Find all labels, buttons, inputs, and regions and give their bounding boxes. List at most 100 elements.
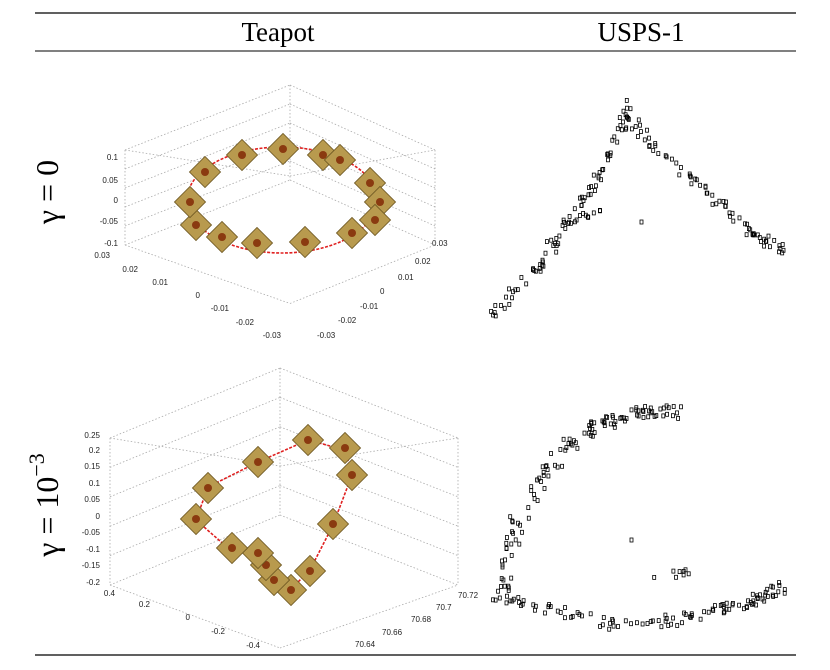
grid-line bbox=[124, 160, 291, 227]
sample-point bbox=[516, 595, 521, 600]
sample-point bbox=[504, 600, 509, 606]
sample-point bbox=[762, 598, 767, 604]
sample-point bbox=[666, 623, 671, 628]
sample-point bbox=[589, 184, 593, 190]
sample-point bbox=[509, 575, 514, 581]
wireframe bbox=[109, 584, 281, 649]
sample-point bbox=[588, 191, 593, 197]
sample-point bbox=[640, 621, 645, 627]
sample-point bbox=[639, 219, 644, 225]
sample-point bbox=[605, 152, 610, 157]
sample-point bbox=[585, 214, 590, 220]
sample-point bbox=[567, 213, 572, 219]
sample-point bbox=[748, 227, 753, 233]
sample-point bbox=[543, 610, 547, 616]
sample-point bbox=[635, 620, 639, 626]
sample-point bbox=[511, 530, 516, 536]
sample-point bbox=[586, 214, 591, 220]
sample-point bbox=[587, 185, 591, 191]
sample-point bbox=[698, 182, 702, 188]
sample-point bbox=[594, 183, 598, 189]
sample-point bbox=[578, 195, 582, 201]
sample-point bbox=[679, 404, 683, 410]
grid-line bbox=[124, 122, 291, 189]
sample-point bbox=[710, 192, 715, 198]
y-tick-label: 70.68 bbox=[411, 615, 432, 624]
sample-point bbox=[586, 192, 591, 198]
sample-point bbox=[492, 310, 497, 316]
sample-point bbox=[750, 591, 755, 597]
sample-point bbox=[533, 607, 537, 613]
sample-point bbox=[515, 287, 520, 293]
sample-point bbox=[519, 275, 524, 280]
x-tick-label: -0.01 bbox=[211, 304, 230, 313]
sample-point bbox=[751, 231, 756, 237]
wireframe bbox=[289, 84, 436, 151]
sample-point bbox=[677, 172, 682, 178]
sample-point bbox=[500, 558, 504, 564]
teapot bbox=[371, 216, 379, 224]
sample-point bbox=[574, 217, 579, 223]
sample-point bbox=[551, 243, 556, 249]
sample-point bbox=[768, 244, 772, 250]
sample-point bbox=[728, 213, 732, 219]
sample-point bbox=[604, 414, 608, 420]
teapot bbox=[254, 549, 262, 557]
sample-point bbox=[781, 247, 786, 253]
sample-point bbox=[702, 609, 706, 615]
sample-point bbox=[506, 585, 511, 591]
sample-point bbox=[647, 143, 652, 149]
sample-point bbox=[531, 602, 536, 608]
sample-point bbox=[645, 127, 649, 133]
sample-point bbox=[608, 150, 613, 156]
y-tick-label: 70.72 bbox=[458, 591, 479, 600]
y-tick-label: 70.7 bbox=[436, 603, 452, 612]
sample-point bbox=[563, 605, 567, 610]
column-header: USPS-1 bbox=[597, 17, 684, 47]
sample-point bbox=[563, 225, 568, 231]
column-header: Teapot bbox=[241, 17, 315, 47]
teapot bbox=[336, 156, 344, 164]
sample-point bbox=[518, 522, 522, 528]
sample-point bbox=[610, 412, 615, 418]
x-tick-label: -0.2 bbox=[211, 627, 225, 636]
sample-point bbox=[765, 594, 770, 599]
sample-point bbox=[671, 404, 676, 409]
sample-point bbox=[615, 126, 620, 132]
sample-point bbox=[680, 620, 684, 626]
sample-point bbox=[713, 603, 717, 608]
sample-point bbox=[504, 593, 509, 599]
sample-point bbox=[596, 175, 601, 181]
sample-point bbox=[751, 601, 756, 606]
sample-point bbox=[670, 156, 674, 162]
sample-point bbox=[588, 425, 592, 431]
sample-point bbox=[513, 537, 518, 543]
sample-point bbox=[706, 609, 711, 615]
sample-point bbox=[602, 420, 607, 426]
teapot bbox=[376, 198, 384, 206]
sample-point bbox=[665, 411, 669, 417]
sample-point bbox=[776, 589, 781, 595]
sample-point bbox=[664, 616, 669, 621]
sample-point bbox=[548, 604, 553, 609]
sample-point bbox=[731, 601, 735, 606]
sample-point bbox=[590, 426, 595, 432]
sample-point bbox=[521, 598, 526, 604]
sample-point bbox=[615, 139, 620, 145]
sample-point bbox=[616, 624, 620, 629]
sample-point bbox=[636, 117, 641, 123]
sample-point bbox=[765, 586, 770, 592]
sample-point bbox=[601, 615, 606, 620]
sample-point bbox=[772, 237, 777, 243]
sample-point bbox=[509, 553, 514, 558]
sample-point bbox=[572, 206, 577, 212]
sample-point bbox=[602, 423, 607, 429]
sample-point bbox=[502, 583, 507, 589]
sample-point bbox=[605, 414, 609, 420]
z-tick-label: 0.15 bbox=[84, 462, 100, 471]
x-tick-label: 0 bbox=[186, 613, 191, 622]
sample-point bbox=[646, 414, 651, 420]
y-tick-label: 70.66 bbox=[382, 628, 403, 637]
sample-point bbox=[623, 418, 627, 424]
sample-point bbox=[507, 301, 512, 307]
